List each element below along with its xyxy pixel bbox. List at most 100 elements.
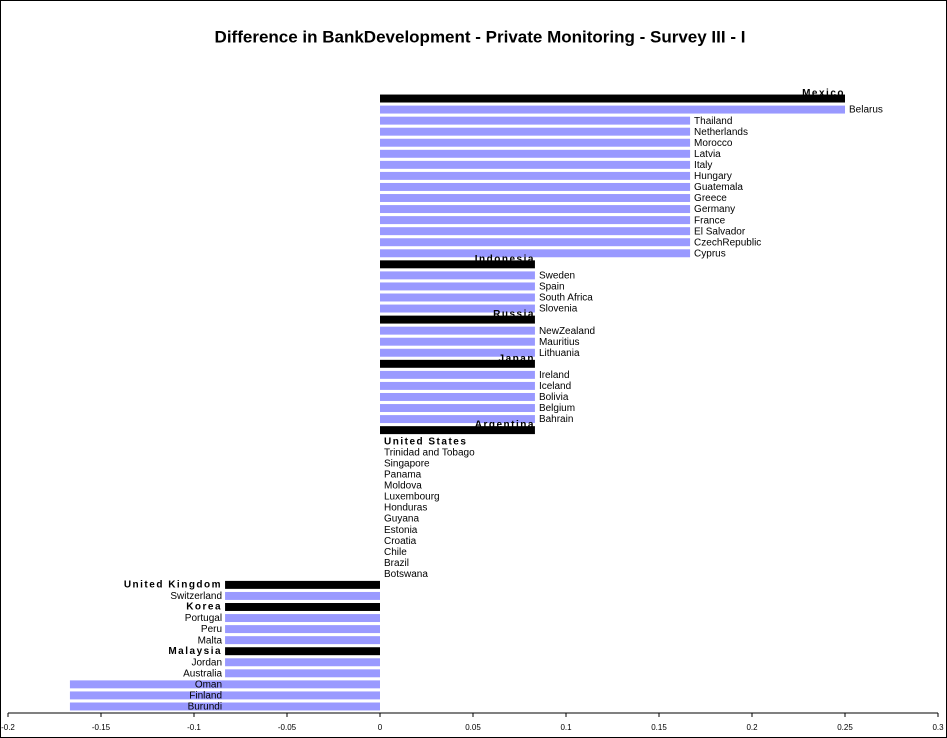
bar [380, 171, 691, 180]
bar [380, 227, 691, 236]
category-label: Belgium [539, 403, 575, 414]
bar [380, 271, 535, 280]
bar [225, 580, 380, 589]
category-label: Estonia [384, 525, 418, 536]
highlight-label: Korea [186, 602, 222, 613]
bar [225, 591, 380, 600]
x-tick-label: 0.25 [837, 723, 853, 732]
bar [380, 315, 535, 324]
bar [225, 658, 380, 667]
bar [69, 680, 381, 689]
category-label: Bolivia [539, 392, 569, 403]
bar [225, 614, 380, 623]
highlight-label: Indonesia [475, 254, 535, 265]
category-label: France [694, 215, 726, 226]
category-label: Spain [539, 282, 565, 293]
x-tick-label: 0.2 [746, 723, 758, 732]
bar [380, 182, 691, 191]
category-label: Bahrain [539, 414, 573, 425]
bar [380, 260, 535, 269]
bar [225, 625, 380, 634]
bar [380, 94, 845, 103]
category-label: Ireland [539, 370, 570, 381]
category-label: Oman [195, 680, 222, 691]
category-label: El Salvador [694, 226, 746, 237]
bar [380, 205, 691, 214]
category-label: CzechRepublic [694, 237, 761, 248]
category-label: Luxembourg [384, 492, 440, 503]
highlight-label: Argentina [475, 420, 535, 431]
bar [225, 647, 380, 656]
highlight-label: Malaysia [168, 646, 222, 657]
category-label: Switzerland [170, 591, 222, 602]
category-label: NewZealand [539, 326, 595, 337]
category-label: Slovenia [539, 304, 578, 315]
category-label: Panama [384, 469, 422, 480]
category-label: Botswana [384, 569, 428, 580]
bar [380, 381, 535, 390]
x-tick-label: 0 [378, 723, 383, 732]
category-label: Moldova [384, 481, 422, 492]
category-label: Iceland [539, 381, 571, 392]
highlight-label: Japan [499, 353, 535, 364]
bar [380, 127, 691, 136]
bar [380, 293, 535, 302]
category-label: Finland [189, 691, 222, 702]
highlight-label: Mexico [802, 88, 845, 99]
category-label: Netherlands [694, 127, 748, 138]
bar [380, 359, 535, 368]
category-label: Sweden [539, 271, 575, 282]
category-label: Chile [384, 547, 407, 558]
category-label: Thailand [694, 116, 732, 127]
bar [380, 216, 691, 225]
category-label: Belarus [849, 105, 883, 116]
category-label: Cyprus [694, 248, 726, 259]
category-label: Mauritius [539, 337, 580, 348]
bar [69, 691, 381, 700]
category-label: Honduras [384, 503, 427, 514]
category-label: Croatia [384, 536, 417, 547]
x-tick-label: 0.15 [651, 723, 667, 732]
category-label: Malta [198, 635, 223, 646]
category-label: Brazil [384, 558, 409, 569]
bar [380, 404, 535, 413]
bar [380, 348, 535, 357]
category-label: Jordan [191, 657, 222, 668]
category-label: Trinidad and Tobago [384, 447, 475, 458]
category-label: Lithuania [539, 348, 580, 359]
bar [380, 160, 691, 169]
category-label: Latvia [694, 149, 721, 160]
bar [380, 238, 691, 247]
chart-title: Difference in BankDevelopment - Private … [215, 27, 746, 46]
bar [225, 603, 380, 611]
x-tick-label: -0.2 [1, 723, 15, 732]
highlight-label: United Kingdom [124, 580, 222, 591]
bar [380, 149, 691, 158]
highlight-label: United States [384, 436, 467, 447]
bar [380, 116, 691, 125]
category-label: Hungary [694, 171, 732, 182]
bar [225, 636, 380, 645]
bar [225, 669, 380, 678]
category-label: South Africa [539, 293, 593, 304]
x-tick-label: 0.1 [560, 723, 572, 732]
category-label: Singapore [384, 458, 430, 469]
bar [380, 426, 535, 435]
highlight-label: Russia [493, 309, 535, 320]
bar [69, 702, 381, 711]
bar [380, 304, 535, 313]
x-tick-label: 0.3 [932, 723, 944, 732]
category-label: Italy [694, 160, 712, 171]
category-label: Guyana [384, 514, 419, 525]
category-label: Burundi [188, 702, 222, 713]
x-tick-label: -0.1 [187, 723, 201, 732]
bar [380, 105, 845, 114]
bar [380, 337, 535, 346]
category-label: Germany [694, 204, 735, 215]
category-label: Guatemala [694, 182, 743, 193]
x-tick-label: 0.05 [465, 723, 481, 732]
category-label: Australia [183, 668, 222, 679]
category-label: Greece [694, 193, 727, 204]
bar [380, 370, 535, 379]
